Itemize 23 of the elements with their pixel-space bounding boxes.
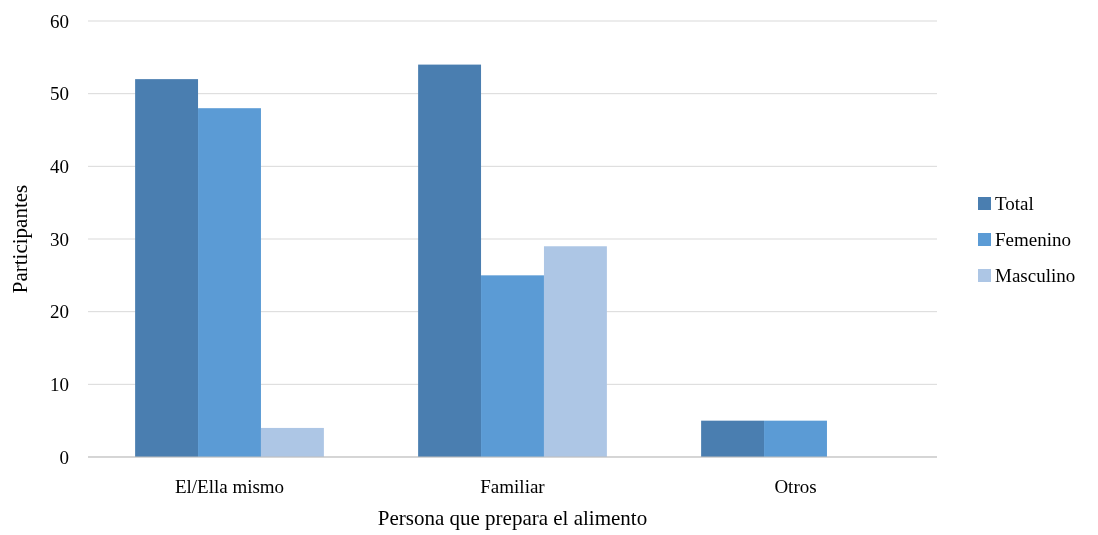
y-tick-label: 10 bbox=[50, 373, 69, 395]
y-tick-label: 30 bbox=[50, 228, 69, 250]
bar bbox=[135, 79, 199, 457]
x-tick-label: Otros bbox=[774, 476, 817, 497]
legend-label: Femenino bbox=[995, 228, 1071, 250]
bar bbox=[701, 420, 765, 457]
y-tick-label: 50 bbox=[50, 83, 69, 105]
legend-label: Total bbox=[995, 192, 1034, 214]
y-tick-label: 0 bbox=[59, 446, 69, 468]
legend-label: Masculino bbox=[995, 264, 1076, 286]
bar bbox=[198, 108, 261, 457]
x-tick-label: El/Ella mismo bbox=[174, 476, 285, 497]
x-axis-title: Persona que prepara el alimento bbox=[377, 506, 648, 530]
bar bbox=[764, 420, 827, 457]
y-tick-label: 60 bbox=[50, 10, 69, 32]
bar bbox=[260, 427, 324, 457]
y-axis-title: Participantes bbox=[8, 184, 32, 294]
bar bbox=[481, 275, 544, 457]
bar bbox=[543, 246, 607, 457]
y-tick-label: 20 bbox=[50, 301, 69, 323]
bar bbox=[418, 64, 482, 457]
x-tick-label: Familiar bbox=[480, 476, 546, 497]
y-tick-label: 40 bbox=[50, 155, 69, 177]
